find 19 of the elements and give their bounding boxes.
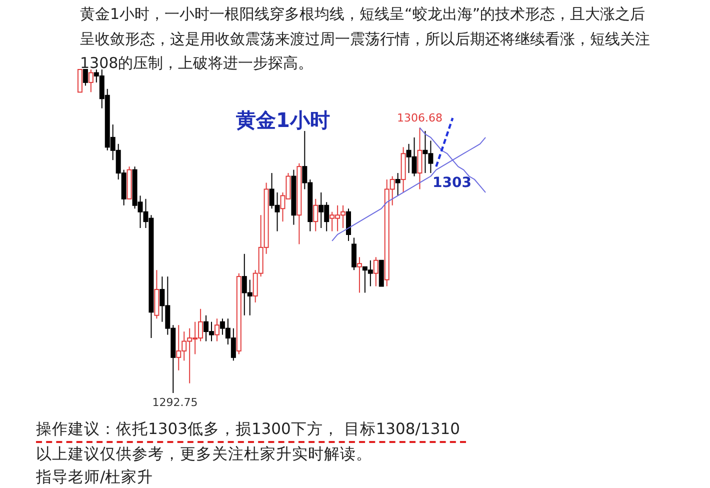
candlestick	[313, 198, 318, 232]
candlestick	[82, 69, 88, 86]
text: 指导老师/杜家升	[36, 468, 154, 486]
candlestick	[351, 237, 356, 271]
candlestick	[214, 318, 220, 342]
candlestick	[417, 127, 422, 190]
text: 1292.75	[152, 396, 198, 409]
annotation: 1303	[432, 175, 472, 191]
candlestick	[346, 208, 352, 242]
annotation: 1306.68	[397, 112, 443, 125]
annotation: 黄金1小时，一小时一根阳线穿多根均线，短线呈“蛟龙出海”的技术形态，且大涨之后呈收敛形态，这是用收敛震荡来渡过周一震荡行情，所以后期还将继续看涨，短线关注1308的压制，上破将进一步探高。	[80, 4, 651, 74]
candlestick	[395, 172, 400, 196]
text: 操作建议：依托1303低多，损1300下方， 目标1308/1310	[36, 418, 466, 443]
text: 以上建议仅供参考，更多关注杜家升实时解读。	[36, 445, 372, 463]
candlestick	[88, 69, 94, 93]
candlestick	[373, 256, 378, 287]
candlestick	[77, 69, 82, 93]
text: 黄金1小时	[235, 108, 330, 132]
candlestick	[356, 256, 362, 294]
